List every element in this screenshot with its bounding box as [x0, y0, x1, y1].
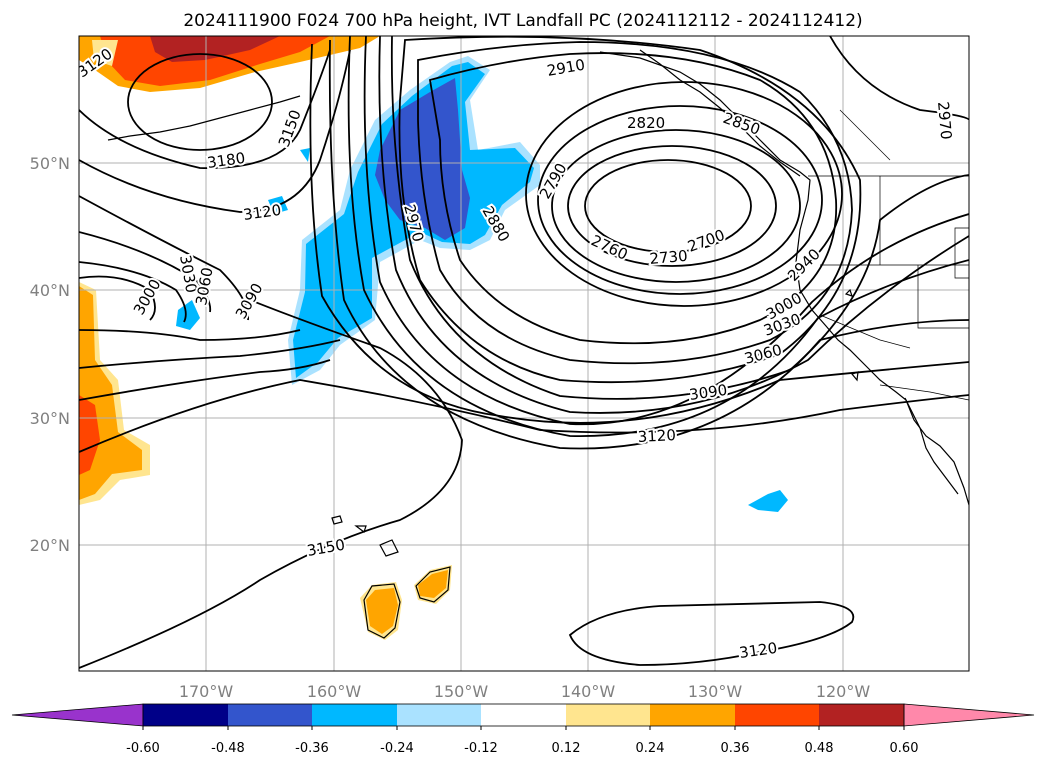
height-contours [79, 36, 969, 669]
colorbar-segment [481, 704, 566, 726]
channel-islands [844, 288, 853, 297]
colorbar-tick-label: 0.48 [805, 741, 834, 756]
lat-label: 30°N [30, 409, 70, 428]
positive-region-west-core [79, 395, 100, 475]
contour-2700 [584, 159, 752, 253]
contour-3090-southwest [79, 339, 341, 369]
contour-labels: 3120 3180 3150 2910 2820 2850 2970 2790 … [79, 43, 957, 664]
lon-label: 170°W [179, 682, 234, 701]
colorbar-labels: -0.60 -0.48 -0.36 -0.24 -0.12 0.12 0.24 … [126, 741, 918, 756]
colorbar-tick-label: -0.48 [211, 741, 245, 756]
colorbar-tick-label: 0.36 [721, 741, 750, 756]
contour-3000-west [79, 275, 156, 321]
political-borders [808, 109, 969, 401]
contour-label: 2730 [649, 247, 689, 268]
contour-2760 [551, 129, 801, 283]
contour-3060-southwest [79, 329, 301, 341]
hawaii-big-island [363, 583, 401, 639]
negative-region-east [748, 490, 788, 512]
colorbar-tick-label: -0.24 [380, 741, 414, 756]
hawaii-molokai [354, 525, 367, 533]
colorbar-segment [397, 704, 481, 726]
colorbar-extend-min [11, 703, 144, 727]
colorbar-tick-label: 0.24 [636, 741, 665, 756]
map-panel: 3120 3180 3150 2910 2820 2850 2970 2790 … [78, 35, 970, 672]
alaska-islands [107, 95, 301, 141]
contour-3060-west [79, 231, 212, 313]
contour-2790 [537, 105, 823, 295]
contour-2820 [525, 81, 843, 307]
negative-region-small-west [176, 300, 200, 330]
contour-2970-east [829, 36, 969, 121]
contour-3090-west [79, 195, 249, 321]
hawaii-oahu [379, 539, 399, 557]
colorbar-segment [143, 704, 228, 726]
contour-2730 [567, 145, 777, 267]
colorbar-tick-label: 0.60 [890, 741, 919, 756]
contour-label: 3120 [738, 639, 778, 662]
graticule [79, 36, 969, 671]
contour-3030-west [79, 261, 187, 323]
ocean-background [79, 36, 969, 671]
lat-label: 50°N [30, 154, 70, 173]
contour-3150-northwest [79, 49, 331, 169]
hawaii-kauai [331, 515, 343, 525]
colorbar-tick-label: 0.12 [552, 741, 581, 756]
contour-3000 [363, 36, 969, 426]
latitude-labels: 50°N 40°N 30°N 20°N [30, 154, 70, 555]
lon-label: 150°W [434, 682, 489, 701]
positive-region-hawaii-2 [418, 570, 448, 598]
contour-3180 [127, 53, 273, 151]
contour-3120-southwest [79, 359, 331, 401]
ivt-shading [79, 36, 788, 640]
colorbar [11, 703, 1035, 730]
colorbar-outline [142, 703, 905, 727]
contour-3150 [79, 299, 463, 669]
contour-label: 2820 [627, 114, 665, 132]
colorbar-extend-max [903, 703, 1035, 727]
colorbar-segment [566, 704, 650, 726]
contour-label: 2970 [934, 101, 955, 141]
contour-2880 [417, 41, 853, 365]
positive-region-hawaii [366, 588, 398, 634]
contour-3060 [328, 39, 969, 450]
colorbar-segment [819, 704, 904, 726]
alaska-panhandle [639, 49, 801, 177]
contour-2970 [378, 36, 969, 414]
contour-3120-main [79, 379, 969, 453]
contour-2940 [390, 36, 969, 400]
colorbar-segment [228, 704, 312, 726]
colorbar-tick-label: -0.36 [295, 741, 329, 756]
contour-3120-northwest [79, 49, 351, 213]
lon-label: 160°W [307, 682, 362, 701]
positive-region-northwest-edge [92, 40, 118, 66]
baja-coast [904, 397, 959, 495]
map-frame [78, 35, 970, 672]
colorbar-tick-label: -0.60 [126, 741, 160, 756]
contour-3030 [347, 36, 969, 437]
coastlines [107, 49, 969, 639]
hawaii-maui [415, 566, 451, 603]
contour-3120-south [568, 601, 855, 666]
colorbar-segment [650, 704, 735, 726]
lon-label: 140°W [561, 682, 616, 701]
colorbar-segment [735, 704, 819, 726]
lon-label: 130°W [688, 682, 743, 701]
contour-3090 [309, 43, 969, 424]
lat-label: 20°N [30, 536, 70, 555]
negative-region-small-north2 [300, 148, 310, 162]
colorbar-tick-label: -0.12 [464, 741, 498, 756]
contour-label: 3120 [637, 426, 676, 446]
lat-label: 40°N [30, 281, 70, 300]
figure-title: 2024111900 F024 700 hPa height, IVT Land… [183, 11, 862, 31]
colorbar-segment [312, 704, 397, 726]
lon-label: 120°W [816, 682, 871, 701]
longitude-labels: 170°W 160°W 150°W 140°W 130°W 120°W [179, 682, 871, 701]
contour-2850 [428, 52, 838, 345]
